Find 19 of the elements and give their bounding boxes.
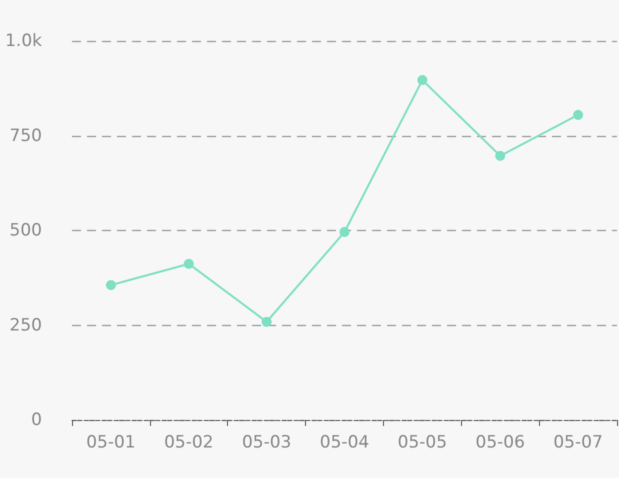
point	[340, 227, 350, 238]
y-tick-label: 1.0k	[5, 31, 42, 51]
point	[106, 280, 116, 290]
x-tick-label: 05-02	[164, 432, 214, 452]
point	[417, 75, 428, 86]
x-tick-label: 05-06	[476, 432, 525, 452]
y-tick-label: 250	[10, 315, 42, 336]
y-tick-label: 0	[31, 410, 42, 430]
x-tick-label: 05-01	[86, 432, 136, 452]
x-tick-label: 05-07	[553, 432, 603, 452]
y-tick-label: 750	[10, 126, 42, 146]
y-tick-label: 500	[10, 220, 42, 240]
x-tick-label: 05-03	[242, 432, 292, 452]
x-tick-label: 05-05	[398, 432, 448, 452]
point	[262, 316, 272, 327]
x-tick-label: 05-04	[320, 432, 370, 452]
point	[573, 110, 584, 120]
point	[184, 258, 194, 269]
point	[495, 150, 506, 161]
